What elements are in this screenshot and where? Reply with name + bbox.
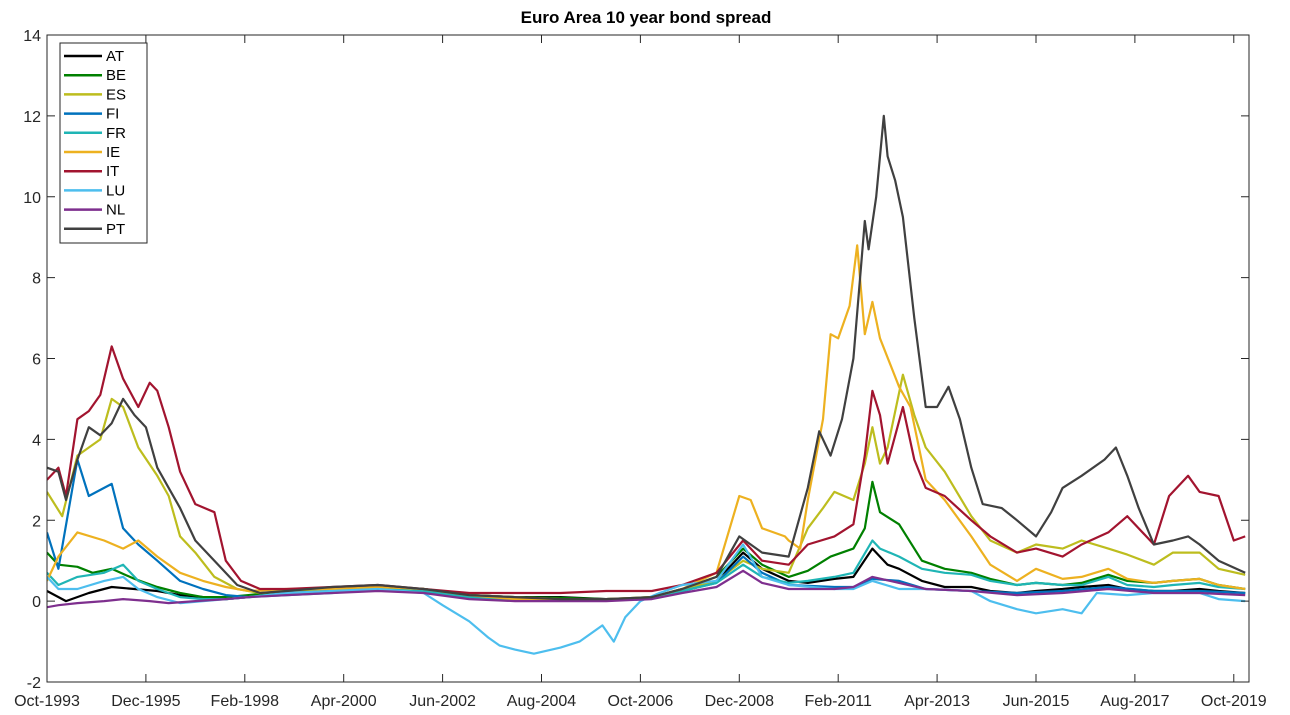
series-line-it xyxy=(47,345,1246,595)
series-line-fr xyxy=(47,539,1246,601)
x-tick-label: Jun-2015 xyxy=(1003,693,1070,710)
series-line-be xyxy=(47,480,1246,601)
y-tick-label: 8 xyxy=(32,271,41,288)
y-tick-label: 2 xyxy=(32,513,41,530)
legend-label-nl: NL xyxy=(106,202,125,219)
x-tick-label: Oct-2019 xyxy=(1201,693,1267,710)
legend-label-fr: FR xyxy=(106,125,126,142)
series-line-ie xyxy=(47,244,1246,601)
plot-area xyxy=(47,114,1246,655)
y-tick-label: 10 xyxy=(23,190,41,207)
y-tick-label: 14 xyxy=(23,28,41,45)
legend-label-lu: LU xyxy=(106,182,125,199)
x-tick-label: Oct-1993 xyxy=(14,693,80,710)
legend-label-be: BE xyxy=(106,67,126,84)
axes: -2 0 2 4 6 8 10 12 14 Oct-1993 Dec-1995 Feb-1998 Apr… xyxy=(14,28,1267,710)
legend: AT BE ES FI FR IE IT LU NL PT xyxy=(59,42,148,244)
legend-label-it: IT xyxy=(106,163,119,180)
x-tick-label: Jun-2002 xyxy=(409,693,476,710)
x-tick-label: Dec-2008 xyxy=(705,693,774,710)
x-tick-label: Aug-2017 xyxy=(1100,693,1169,710)
series-line-nl xyxy=(47,569,1246,609)
legend-label-fi: FI xyxy=(106,106,119,123)
legend-label-es: ES xyxy=(106,86,126,103)
y-tick-label: -2 xyxy=(27,675,41,692)
y-tick-label: 12 xyxy=(23,109,41,126)
x-tick-label: Oct-2006 xyxy=(607,693,673,710)
legend-label-ie: IE xyxy=(106,144,120,161)
legend-box xyxy=(59,42,148,244)
legend-label-pt: PT xyxy=(106,221,125,238)
x-tick-label: Apr-2000 xyxy=(311,693,377,710)
y-tick-label: 4 xyxy=(32,432,41,449)
chart-title: Euro Area 10 year bond spread xyxy=(521,8,772,27)
x-tick-label: Feb-1998 xyxy=(211,693,280,710)
series-line-pt xyxy=(47,114,1246,601)
series-line-es xyxy=(47,373,1246,601)
y-tick-label: 0 xyxy=(32,594,41,611)
y-tick-label: 6 xyxy=(32,352,41,369)
x-tick-label: Apr-2013 xyxy=(904,693,970,710)
x-tick-label: Dec-1995 xyxy=(111,693,180,710)
x-tick-label: Aug-2004 xyxy=(507,693,576,710)
legend-label-at: AT xyxy=(106,48,124,65)
x-tick-label: Feb-2011 xyxy=(805,693,872,710)
